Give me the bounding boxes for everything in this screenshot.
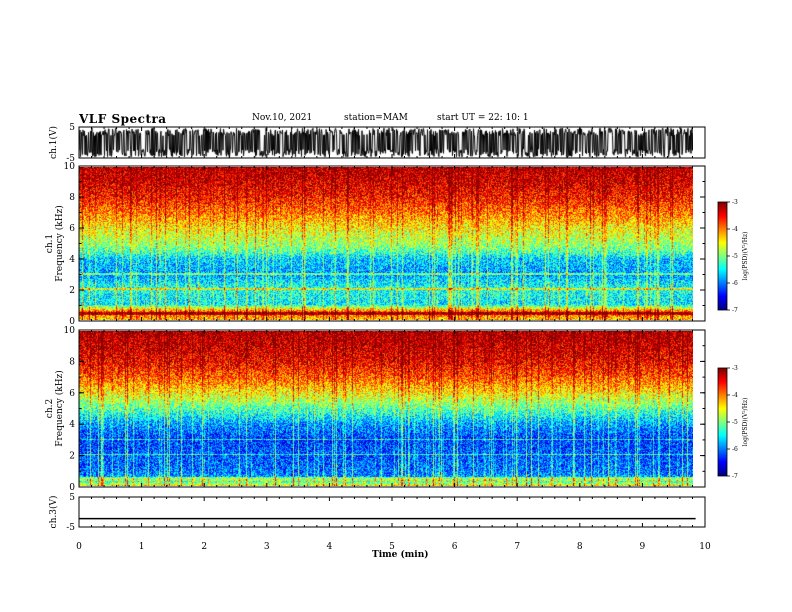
colorbar-frame [717,367,728,477]
y-axis-title-line: ch.3(V) [48,496,59,529]
ch1-waveform-trace [79,127,693,158]
x-tick-label: 2 [201,542,207,552]
y-tick-label: 8 [69,193,75,203]
colorbar-title: log(PSD)(V²/Hz) [742,232,749,281]
y-axis-title-line: ch.1 [45,234,55,253]
y-tick-label: 5 [69,493,75,503]
x-tick-label: 8 [577,542,583,552]
y-axis-title-line: Frequency (kHz) [54,205,65,282]
colorbar-tick-label: -5 [732,419,738,426]
colorbar-tick-label: -5 [732,253,738,260]
x-axis-title: Time (min) [372,550,429,560]
colorbar-tick-label: -7 [732,473,738,480]
x-tick-label: 0 [76,542,82,552]
y-tick-label: 4 [69,420,75,430]
figure-title: VLF Spectra [79,112,167,126]
colorbar-tick-label: -3 [732,365,738,372]
start-time-label: start UT = 22: 10: 1 [437,113,529,123]
y-tick-label: 0 [69,317,75,327]
y-tick-label: 6 [69,389,75,399]
ch2-colorbar-gradient [718,368,727,476]
colorbar-tick-label: -7 [732,307,738,314]
x-tick-label: 7 [514,542,520,552]
x-tick-label: 4 [327,542,333,552]
x-tick-label: 3 [264,542,270,552]
colorbar-tick-label: -4 [732,226,738,233]
panel-frame-0 [78,126,706,159]
colorbar-tick-label: -3 [732,199,738,206]
y-tick-label: 0 [69,483,75,493]
y-axis-title-line: ch.2 [45,399,55,418]
y-tick-label: 4 [69,255,75,265]
y-axis-title-line: Frequency (kHz) [54,370,65,447]
panel-frame-2 [78,329,706,488]
y-axis-title: ch.3(V) [48,496,59,529]
colorbar-tick-label: -6 [732,280,738,287]
colorbar-frame [717,201,728,311]
x-tick-label: 5 [389,542,395,552]
y-tick-label: 5 [69,123,75,133]
x-tick-label: 10 [699,542,711,552]
y-axis-title: ch.1Frequency (kHz) [45,205,65,282]
ch1-spectrogram-image [79,167,693,320]
y-tick-label: 10 [64,162,76,172]
y-tick-label: 10 [64,326,76,336]
x-tick-label: 1 [139,542,145,552]
panel-frame-3 [78,496,706,528]
y-tick-label: 8 [69,357,75,367]
colorbar-tick-label: -6 [732,446,738,453]
date-label: Nov.10, 2021 [252,113,313,123]
x-tick-label: 6 [452,542,458,552]
y-tick-label: 2 [69,286,75,296]
y-tick-label: -5 [66,523,75,533]
y-axis-title-line: ch.1(V) [48,126,59,159]
y-axis-title: ch.1(V) [48,126,59,159]
ch2-spectrogram-image [79,331,693,486]
station-label: station=MAM [344,113,408,123]
ch1-colorbar-gradient [718,202,727,310]
x-tick-label: 9 [640,542,646,552]
colorbar-title: log(PSD)(V²/Hz) [742,398,749,447]
y-axis-title: ch.2Frequency (kHz) [45,370,65,447]
y-tick-label: -5 [66,154,75,164]
y-tick-label: 2 [69,452,75,462]
y-tick-label: 6 [69,224,75,234]
colorbar-tick-label: -4 [732,392,738,399]
panel-frame-1 [78,165,706,322]
